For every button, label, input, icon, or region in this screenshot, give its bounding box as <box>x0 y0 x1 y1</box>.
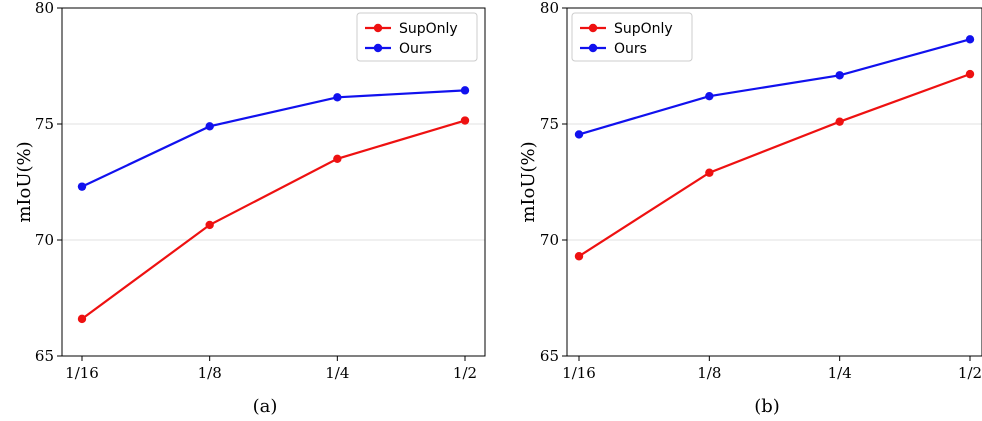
data-point-suponly <box>205 221 213 229</box>
legend-marker <box>589 44 597 52</box>
data-point-suponly <box>705 169 713 177</box>
x-tick-label: 1/4 <box>325 364 349 382</box>
y-tick-label: 75 <box>35 115 54 133</box>
legend-marker <box>374 44 382 52</box>
legend-label: Ours <box>614 41 647 57</box>
data-point-suponly <box>575 252 583 260</box>
x-tick-label: 1/16 <box>65 364 99 382</box>
data-point-suponly <box>461 116 469 124</box>
x-tick-label: 1/16 <box>562 364 596 382</box>
x-tick-label: 1/8 <box>697 364 721 382</box>
y-tick-label: 80 <box>35 0 54 17</box>
legend: SupOnly Ours <box>357 13 477 61</box>
y-tick-label: 65 <box>540 347 559 365</box>
data-point-ours <box>333 93 341 101</box>
chart-caption: (b) <box>754 396 780 417</box>
data-point-suponly <box>966 70 974 78</box>
data-point-ours <box>575 130 583 138</box>
legend-label: SupOnly <box>614 21 673 37</box>
y-axis-title: mIoU(%) <box>14 141 35 222</box>
y-tick-label: 80 <box>540 0 559 17</box>
y-tick-label: 75 <box>540 115 559 133</box>
y-tick-label: 70 <box>540 231 559 249</box>
x-tick-label: 1/4 <box>828 364 852 382</box>
data-point-ours <box>78 182 86 190</box>
legend: SupOnly Ours <box>572 13 692 61</box>
x-tick-label: 1/8 <box>198 364 222 382</box>
chart-b: 65 70 75 80 1/16 1/8 1/4 1/2 mIoU(%) (b) SupOnly Ou… <box>518 0 982 417</box>
legend-label: Ours <box>399 41 432 57</box>
legend-label: SupOnly <box>399 21 458 37</box>
data-point-ours <box>705 92 713 100</box>
data-point-suponly <box>333 155 341 163</box>
data-point-ours <box>966 35 974 43</box>
data-point-suponly <box>78 315 86 323</box>
data-point-ours <box>835 71 843 79</box>
x-tick-label: 1/2 <box>453 364 477 382</box>
data-point-ours <box>461 86 469 94</box>
series-line-suponly <box>579 74 970 256</box>
y-axis-title: mIoU(%) <box>518 141 539 222</box>
legend-marker <box>589 24 597 32</box>
y-tick-label: 65 <box>35 347 54 365</box>
series-line-suponly <box>82 121 465 319</box>
x-tick-label: 1/2 <box>958 364 982 382</box>
data-point-ours <box>205 122 213 130</box>
chart-caption: (a) <box>253 396 278 417</box>
legend-marker <box>374 24 382 32</box>
y-tick-label: 70 <box>35 231 54 249</box>
chart-a: 65 70 75 80 1/16 1/8 1/4 1/2 mIoU(%) (a) SupOnly Ou… <box>14 0 485 417</box>
data-point-suponly <box>835 117 843 125</box>
